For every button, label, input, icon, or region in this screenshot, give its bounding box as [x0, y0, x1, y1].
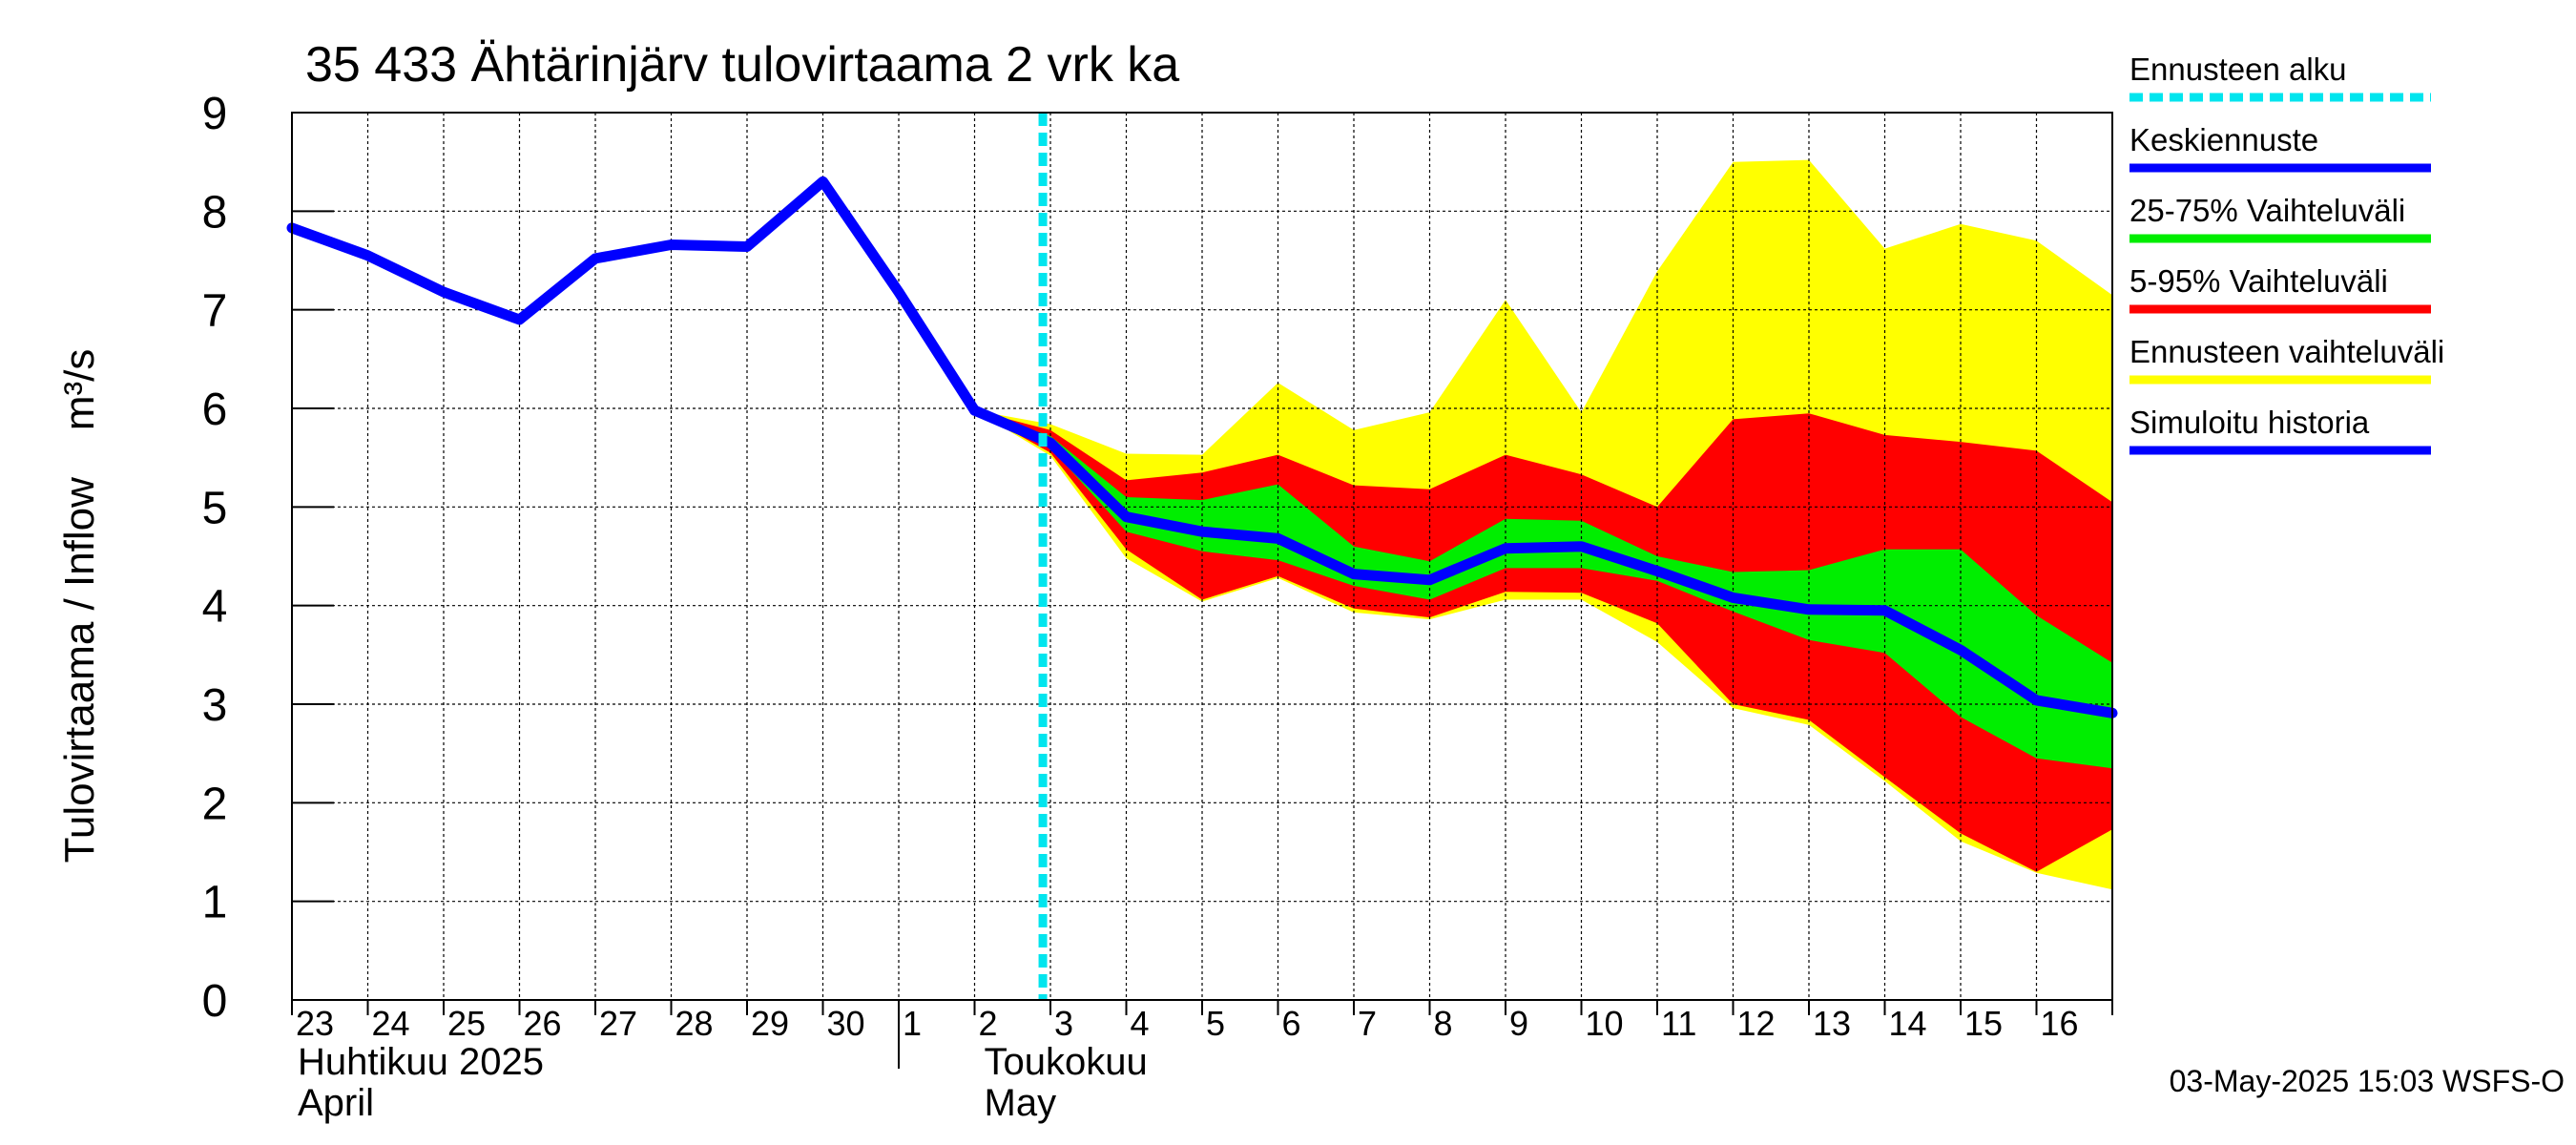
x-tick-label: 14	[1889, 1004, 1927, 1043]
legend-label: Simuloitu historia	[2129, 405, 2370, 440]
series-line-1	[286, 176, 980, 416]
y-tick-label: 0	[202, 976, 228, 1027]
y-tick-label: 2	[202, 779, 228, 829]
x-tick-label: 24	[372, 1004, 410, 1043]
x-tick-label: 13	[1813, 1004, 1851, 1043]
month-label-en: May	[985, 1082, 1057, 1124]
y-tick-label: 8	[202, 187, 228, 238]
x-tick-label: 27	[599, 1004, 637, 1043]
band-3	[974, 410, 2112, 769]
y-tick-label: 4	[202, 582, 228, 633]
y-tick-label: 6	[202, 385, 228, 435]
y-axis-label: Tulovirtaama / Inflow m³/s	[56, 349, 103, 864]
y-tick-label: 7	[202, 286, 228, 337]
x-tick-label: 23	[296, 1004, 334, 1043]
series-lines	[286, 113, 2118, 1000]
x-tick-label: 25	[447, 1004, 486, 1043]
footer-timestamp: 03-May-2025 15:03 WSFS-O	[2170, 1064, 2565, 1098]
legend-label: Ennusteen alku	[2129, 52, 2347, 87]
y-tick-label: 5	[202, 483, 228, 533]
x-tick-label: 9	[1509, 1004, 1528, 1043]
y-tick-label: 1	[202, 878, 228, 928]
legend-label: Keskiennuste	[2129, 122, 2318, 157]
x-tick-label: 3	[1054, 1004, 1073, 1043]
month-label-fi: Huhtikuu 2025	[298, 1041, 544, 1083]
x-tick-label: 30	[827, 1004, 865, 1043]
x-tick-label: 6	[1282, 1004, 1301, 1043]
legend: Ennusteen alku Keskiennuste 25-75% Vaihtel…	[2129, 52, 2444, 455]
y-tick-label: 9	[202, 89, 228, 139]
x-tick-label: 4	[1131, 1004, 1150, 1043]
legend-label: Ennusteen vaihteluväli	[2129, 334, 2444, 369]
chart-title: 35 433 Ähtärinjärv tulovirtaama 2 vrk ka	[305, 37, 1179, 93]
x-tick-label: 11	[1661, 1004, 1696, 1043]
x-tick-label: 15	[1964, 1004, 2003, 1043]
grid-lines	[292, 113, 2112, 1000]
y-axis: 0 1 2 3 4 5 6 7 8 9	[202, 89, 334, 1027]
x-tick-label: 28	[675, 1004, 714, 1043]
x-axis: 23 24 25 26 27 28 29 30 1 2 3 4 5 6 7 8 9 10 11 12 13 14 15 16	[291, 1000, 2113, 1069]
x-tick-label: 8	[1434, 1004, 1453, 1043]
month-label-fi: Toukokuu	[985, 1041, 1148, 1083]
y-tick-label: 3	[202, 680, 228, 731]
x-tick-label: 7	[1358, 1004, 1377, 1043]
x-tick-label: 5	[1206, 1004, 1225, 1043]
month-label-en: April	[298, 1082, 374, 1124]
legend-label: 25-75% Vaihteluväli	[2129, 193, 2405, 228]
x-tick-label: 10	[1586, 1004, 1624, 1043]
x-tick-label: 29	[751, 1004, 789, 1043]
legend-label: 5-95% Vaihteluväli	[2129, 263, 2388, 299]
series-line-2	[969, 405, 2118, 718]
x-tick-label: 2	[979, 1004, 998, 1043]
forecast-bands	[974, 159, 2112, 890]
x-tick-label: 12	[1737, 1004, 1776, 1043]
x-tick-label: 26	[524, 1004, 562, 1043]
x-tick-label: 1	[903, 1004, 922, 1043]
x-tick-label: 16	[2041, 1004, 2079, 1043]
